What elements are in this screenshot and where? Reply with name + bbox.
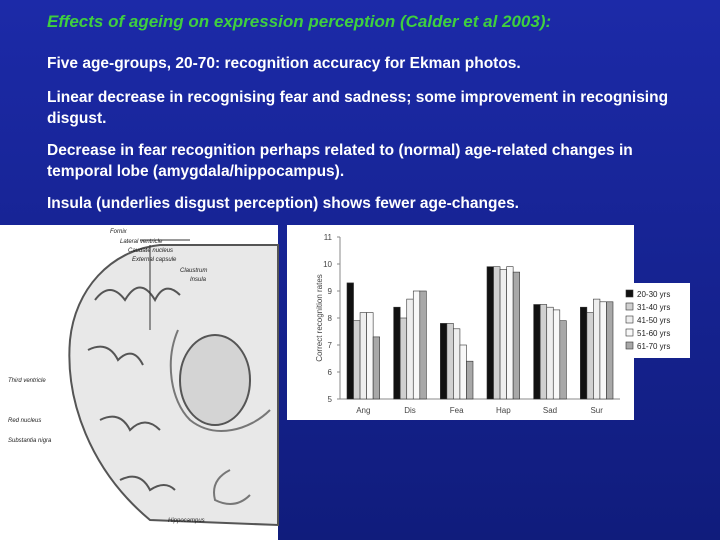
bullet: Insula (underlies disgust perception) sh… <box>47 195 519 212</box>
bar <box>493 266 501 400</box>
bar <box>372 336 380 400</box>
legend-swatch <box>625 341 634 350</box>
slide-title: Effects of ageing on expression percepti… <box>47 12 552 31</box>
bar <box>346 282 354 400</box>
diagram-label: Claustrum <box>180 268 207 274</box>
diagram-label: Caudate nucleus <box>128 248 173 254</box>
bar <box>580 306 588 400</box>
y-tick-label: 7 <box>328 341 333 350</box>
x-tick-label: Dis <box>404 406 416 415</box>
diagram-label: Insula <box>190 277 207 283</box>
legend-swatch <box>625 302 634 311</box>
bar <box>366 312 374 400</box>
legend-swatch <box>625 328 634 337</box>
bar <box>512 271 520 400</box>
y-tick-label: 10 <box>323 260 332 269</box>
diagram-label: Hippocampus <box>168 518 205 524</box>
bar <box>393 306 401 400</box>
bar <box>440 323 448 400</box>
legend-swatch <box>625 315 634 324</box>
bar <box>459 344 467 400</box>
bar <box>559 320 567 400</box>
x-tick-label: Fea <box>450 406 464 415</box>
bar <box>359 312 367 400</box>
bar <box>419 290 427 400</box>
bar <box>593 298 601 400</box>
legend-label: 51-60 yrs <box>637 329 670 338</box>
bar <box>533 304 541 400</box>
diagram-label: External capsule <box>132 257 177 263</box>
legend-label: 61-70 yrs <box>637 342 670 351</box>
x-tick-label: Ang <box>356 406 370 415</box>
bullet: Decrease in fear recognition perhaps rel… <box>47 142 633 180</box>
bar <box>406 298 414 400</box>
y-tick-label: 9 <box>328 287 333 296</box>
bar <box>586 312 594 400</box>
bar <box>539 304 548 400</box>
diagram-label: Substantia nigra <box>8 438 52 444</box>
legend-label: 20-30 yrs <box>637 290 670 299</box>
brain-drawing <box>68 239 279 527</box>
bar <box>353 320 361 400</box>
diagram-label: Fornix <box>110 229 128 235</box>
bar <box>599 301 607 400</box>
bar <box>399 317 408 400</box>
diagram-label: Third ventricle <box>8 378 46 384</box>
x-tick-label: Sad <box>543 406 557 415</box>
x-tick-label: Hap <box>496 406 511 415</box>
bar <box>466 360 474 400</box>
bar <box>499 269 507 400</box>
legend-label: 41-50 yrs <box>637 316 670 325</box>
bar <box>453 328 461 400</box>
legend-swatch <box>625 289 634 298</box>
diagram-label: Red nucleus <box>8 418 41 424</box>
bar <box>506 266 514 400</box>
bar <box>446 323 454 400</box>
legend-label: 31-40 yrs <box>637 303 670 312</box>
bar <box>606 301 614 400</box>
bar <box>412 290 421 400</box>
x-tick-label: Sur <box>590 406 603 415</box>
y-tick-label: 5 <box>328 395 333 404</box>
y-tick-label: 6 <box>328 368 333 377</box>
diagram-label: Lateral ventricle <box>120 239 163 245</box>
bullet: Five age-groups, 20-70: recognition accu… <box>47 55 521 72</box>
y-tick-label: 8 <box>328 314 333 323</box>
bar <box>546 306 554 400</box>
bar <box>486 266 494 400</box>
y-axis-label: Correct recognition rates <box>315 274 324 362</box>
bar <box>552 309 561 400</box>
y-tick-label: 11 <box>324 233 333 242</box>
bullet: Linear decrease in recognising fear and … <box>47 89 669 127</box>
